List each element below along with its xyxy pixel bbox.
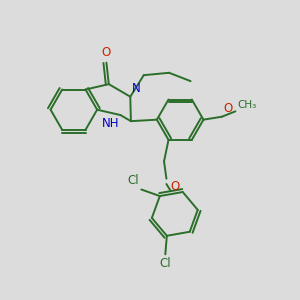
Text: N: N [132,82,140,95]
Text: O: O [224,102,233,115]
Text: Cl: Cl [160,257,171,270]
Text: CH₃: CH₃ [238,100,257,110]
Text: Cl: Cl [127,174,139,187]
Text: O: O [102,46,111,59]
Text: O: O [170,180,179,193]
Text: NH: NH [101,117,119,130]
